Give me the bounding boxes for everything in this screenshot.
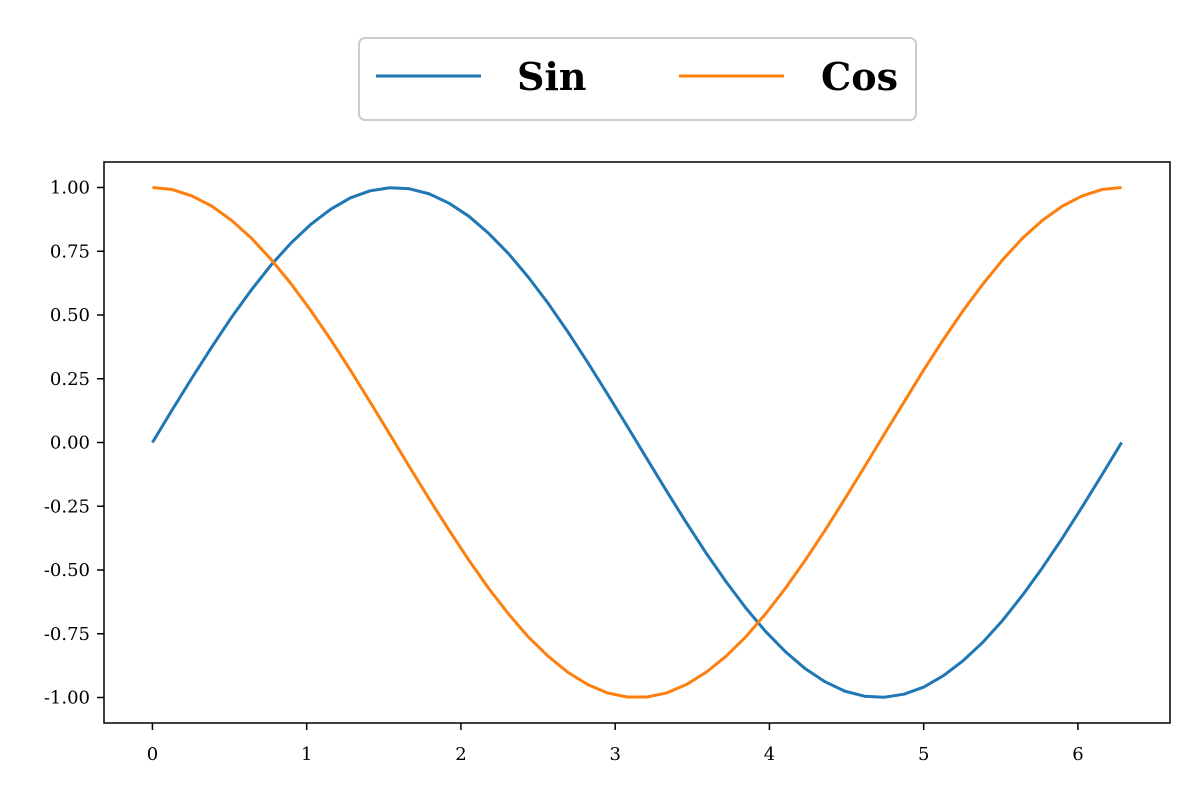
x-tick-label: 0 (147, 744, 158, 765)
legend-label-cos: Cos (821, 54, 898, 99)
y-tick-label: -0.75 (44, 624, 90, 645)
x-tick-label: 1 (301, 744, 312, 765)
axes-frame (103, 161, 1171, 724)
x-tick-label: 5 (918, 744, 929, 765)
legend: Sin Cos (358, 37, 917, 121)
y-tick-label: 0.50 (50, 305, 90, 326)
y-tick-label: -1.00 (44, 688, 90, 709)
x-tick-label: 4 (764, 744, 775, 765)
y-tick-label: 0.75 (50, 241, 90, 262)
legend-frame (358, 37, 917, 121)
legend-label-sin: Sin (517, 54, 587, 99)
y-tick-label: 0.25 (50, 369, 90, 390)
y-tick-label: -0.25 (44, 496, 90, 517)
axes: 0 1 2 3 4 5 6 1.00 0.75 0.50 0.25 0.00 -0.25 -0.50 -0.… (44, 178, 1084, 766)
plot-area (151, 186, 1123, 699)
y-tick-label: 1.00 (50, 178, 90, 199)
series-line-cos (152, 186, 1122, 699)
x-tick-label: 2 (455, 744, 466, 765)
series-line-sin (151, 186, 1123, 699)
y-tick-label: -0.50 (44, 560, 90, 581)
y-tick-label: 0.00 (50, 433, 90, 454)
x-tick-label: 6 (1072, 744, 1083, 765)
x-tick-label: 3 (609, 744, 620, 765)
